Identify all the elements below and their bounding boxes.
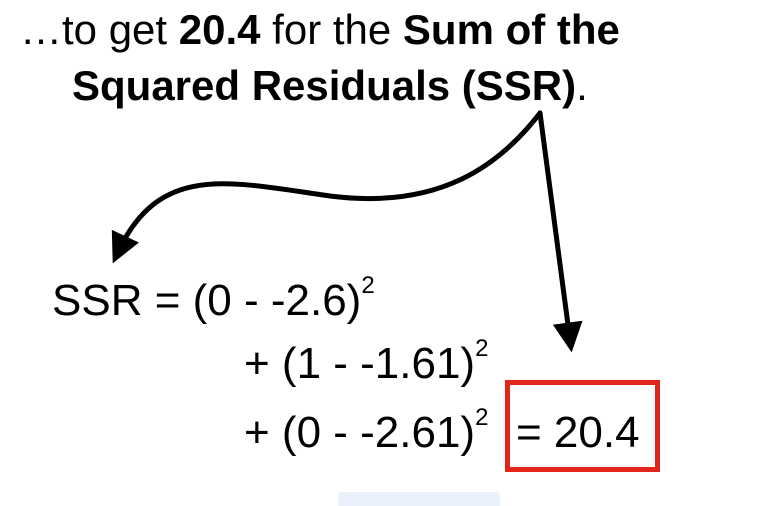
headline-period: . [576, 62, 588, 109]
headline-line-2: Squared Residuals (SSR). [20, 58, 760, 114]
result-highlight-box [505, 380, 660, 472]
ssr-equation-line-2: + (1 - -1.61)2 [244, 337, 488, 389]
ssr-term-1-exponent: 2 [361, 272, 375, 299]
bottom-edge-tab [338, 492, 500, 506]
headline-term-line2: Squared Residuals (SSR) [72, 62, 577, 109]
ssr-equation-line-3: + (0 - -2.61)2 [244, 406, 488, 458]
headline-text-2: for the [260, 6, 403, 53]
headline: …to get 20.4 for the Sum of the Squared R… [20, 2, 760, 114]
headline-value: 20.4 [178, 6, 261, 53]
ssr-result: = 20.4 [516, 408, 640, 457]
ssr-term-3-exponent: 2 [475, 404, 489, 431]
ssr-term-3: + (0 - -2.61) [244, 408, 476, 457]
ssr-term-1: SSR = (0 - -2.6) [52, 276, 362, 325]
headline-term-line1: Sum of the [402, 6, 620, 53]
headline-text-1: …to get [20, 6, 179, 53]
arrow-to-result [537, 110, 583, 353]
ssr-term-2-exponent: 2 [475, 335, 489, 362]
arrow-to-ssr [111, 110, 543, 264]
ssr-term-2: + (1 - -1.61) [244, 339, 476, 388]
ssr-equation-line-1: SSR = (0 - -2.6)2 [52, 274, 375, 326]
